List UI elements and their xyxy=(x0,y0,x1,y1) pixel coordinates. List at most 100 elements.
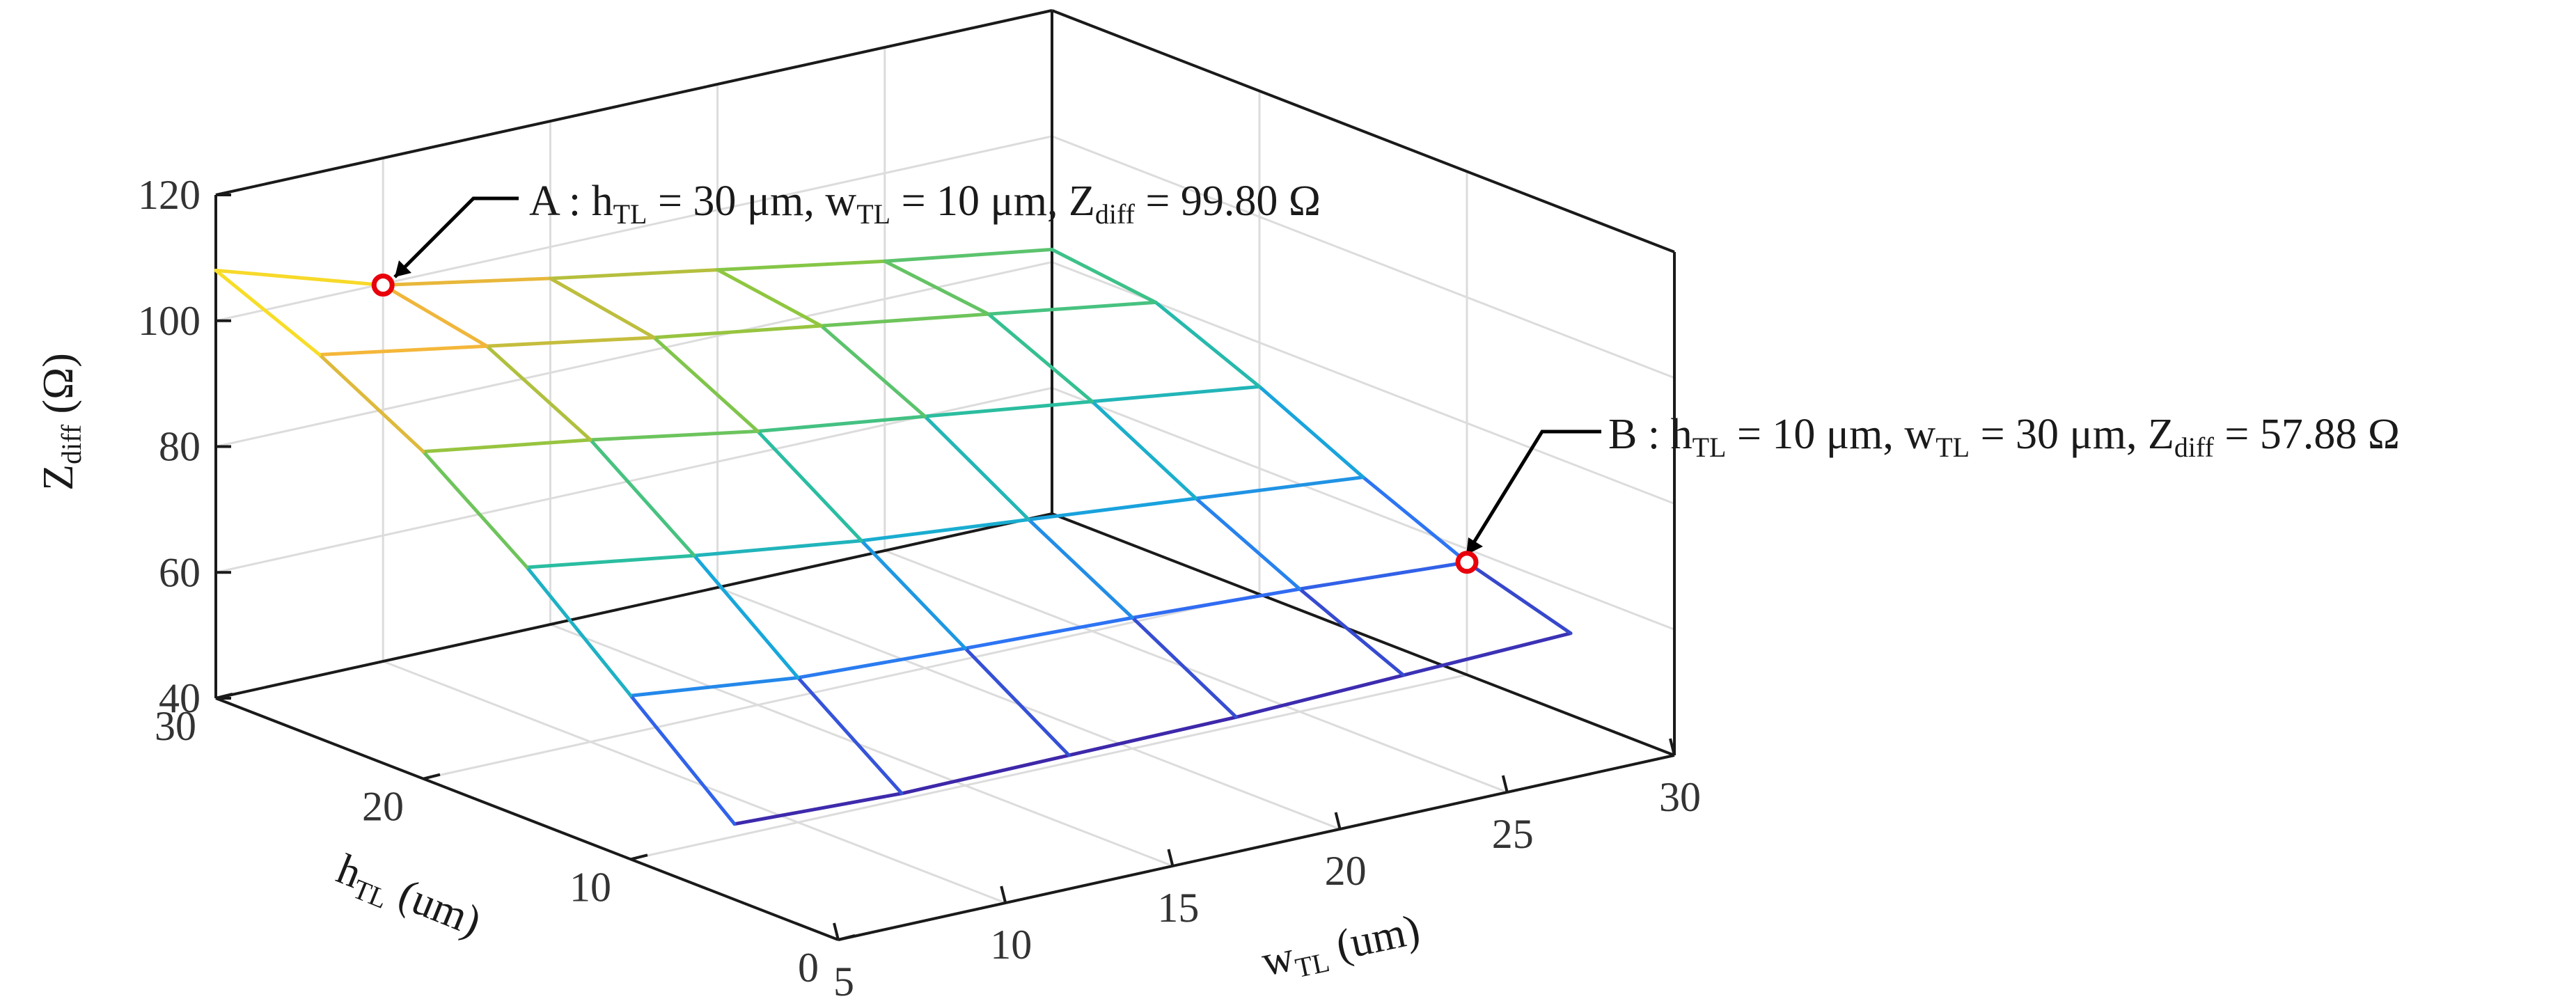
surface-line xyxy=(588,438,696,558)
surface-line xyxy=(214,268,385,288)
surface-line xyxy=(819,312,991,328)
grid-line xyxy=(630,673,1468,860)
z-tick-label: 100 xyxy=(138,298,201,344)
surface-line xyxy=(1050,247,1158,304)
annotation-b-w-value: = 30 μm, xyxy=(1970,411,2148,458)
surface-line xyxy=(755,414,927,434)
grid-line xyxy=(382,660,1006,904)
surface-line xyxy=(1401,631,1573,677)
x-tick-label: 5 xyxy=(833,959,854,1005)
y-tick-mark xyxy=(838,934,856,941)
surface-line xyxy=(548,276,656,340)
x-tick-mark xyxy=(1000,885,1007,904)
y-axis-line xyxy=(215,697,839,941)
annotation-b-h-sub: TL xyxy=(1693,432,1727,463)
grid-line xyxy=(549,623,1173,867)
annotation-b-leader xyxy=(1464,430,1601,556)
x-axis-label-unit: (um) xyxy=(1321,906,1424,972)
x-axis-label: wTL (um) xyxy=(1257,906,1424,990)
z-tick-label: 80 xyxy=(159,424,201,470)
z-tick-label: 40 xyxy=(159,675,201,721)
x-tick-label: 20 xyxy=(1325,848,1367,894)
surface-line xyxy=(900,753,1071,796)
annotation-b-z-value: = 57.88 Ω xyxy=(2214,411,2400,458)
marker-a xyxy=(371,274,395,297)
annotation-markers xyxy=(371,274,1479,574)
annotation-b-h-value: = 10 μm, xyxy=(1726,411,1904,458)
x-tick-mark xyxy=(1167,849,1175,867)
tick-labels: 40 60 80 100 120 5 10 15 20 25 30 0 10 20 30 xyxy=(138,172,1701,1005)
annotation-a-w-value: = 10 μm, xyxy=(890,178,1069,225)
grid-line xyxy=(423,593,1260,780)
surface-line xyxy=(883,259,991,316)
y-tick-mark xyxy=(215,693,233,700)
grid-line xyxy=(884,549,1508,794)
y-tick-label: 0 xyxy=(798,945,819,991)
annotation-a-text: A : hTL = 30 μm, wTL = 10 μm, Zdiff = 99… xyxy=(529,178,1321,230)
surface-line xyxy=(796,646,967,679)
annotation-b-w-label: w xyxy=(1904,411,1935,458)
grid-line xyxy=(1051,386,1675,631)
surface-line xyxy=(859,517,1031,543)
annotation-a-z-sub: diff xyxy=(1095,198,1136,230)
box-edge xyxy=(215,9,1053,196)
y-tick-mark xyxy=(423,773,441,780)
x-tick-label: 25 xyxy=(1492,811,1534,857)
z-axis-label: Zdiff (Ω) xyxy=(35,353,87,491)
surface-line xyxy=(692,539,863,558)
surface-line xyxy=(548,268,720,281)
surface-line xyxy=(652,336,760,434)
surface-line xyxy=(525,565,633,698)
surface-line xyxy=(381,276,552,288)
y-tick-mark xyxy=(630,853,648,861)
surface-line xyxy=(1090,400,1198,501)
y-tick-label: 30 xyxy=(155,703,196,749)
surface-line xyxy=(732,792,904,826)
y-tick-label: 20 xyxy=(362,784,404,830)
surface-line xyxy=(987,312,1094,404)
annotation-a-h-sub: TL xyxy=(613,198,647,230)
x-axis-label-sub: TL xyxy=(1292,946,1332,984)
surface-line xyxy=(923,400,1094,418)
surface-line xyxy=(716,268,824,328)
grid-line xyxy=(1051,135,1675,379)
surface-line xyxy=(1027,517,1135,620)
grid-line xyxy=(717,586,1341,830)
annotation-b-arrowhead xyxy=(1466,537,1483,555)
z-axis-label-main: Z xyxy=(35,464,82,491)
surface-line xyxy=(1257,384,1365,480)
annotation-b-text: B : hTL = 10 μm, wTL = 30 μm, Zdiff = 57… xyxy=(1608,411,2400,463)
surface-line xyxy=(485,344,592,442)
surface-mesh xyxy=(214,247,1573,826)
surface-line xyxy=(1465,560,1573,636)
box-edge xyxy=(215,512,1053,700)
x-axis-line xyxy=(838,754,1675,941)
surface-line xyxy=(716,259,887,272)
x-axis-label-main: w xyxy=(1257,933,1298,986)
grid-line xyxy=(215,261,1053,448)
surface-line xyxy=(317,353,425,454)
annotation-a-w-label: w xyxy=(825,178,856,225)
box-edge xyxy=(1051,512,1675,757)
annotation-b-z-sub: diff xyxy=(2174,432,2215,463)
z-tick-label: 120 xyxy=(138,172,201,218)
z-axis-label-unit: (Ω) xyxy=(35,353,82,425)
x-tick-label: 30 xyxy=(1659,774,1701,820)
surface-line xyxy=(421,450,529,569)
surface-line xyxy=(629,693,737,826)
surface-line xyxy=(1361,475,1469,565)
y-axis-label-unit: (um) xyxy=(382,866,488,945)
x-tick-label: 10 xyxy=(990,922,1032,968)
surface-line xyxy=(214,268,322,357)
surface-line xyxy=(819,324,927,418)
surface-line xyxy=(1234,673,1406,719)
annotation-a-z-value: = 99.80 Ω xyxy=(1135,178,1321,225)
surface-line xyxy=(883,247,1054,263)
annotation-a-leader xyxy=(393,196,519,278)
y-axis-label: hTL (um) xyxy=(329,845,487,950)
grid-lines xyxy=(214,9,1676,941)
x-tick-mark xyxy=(1334,812,1342,830)
surface-line xyxy=(1194,496,1302,591)
surface-line xyxy=(692,553,800,679)
